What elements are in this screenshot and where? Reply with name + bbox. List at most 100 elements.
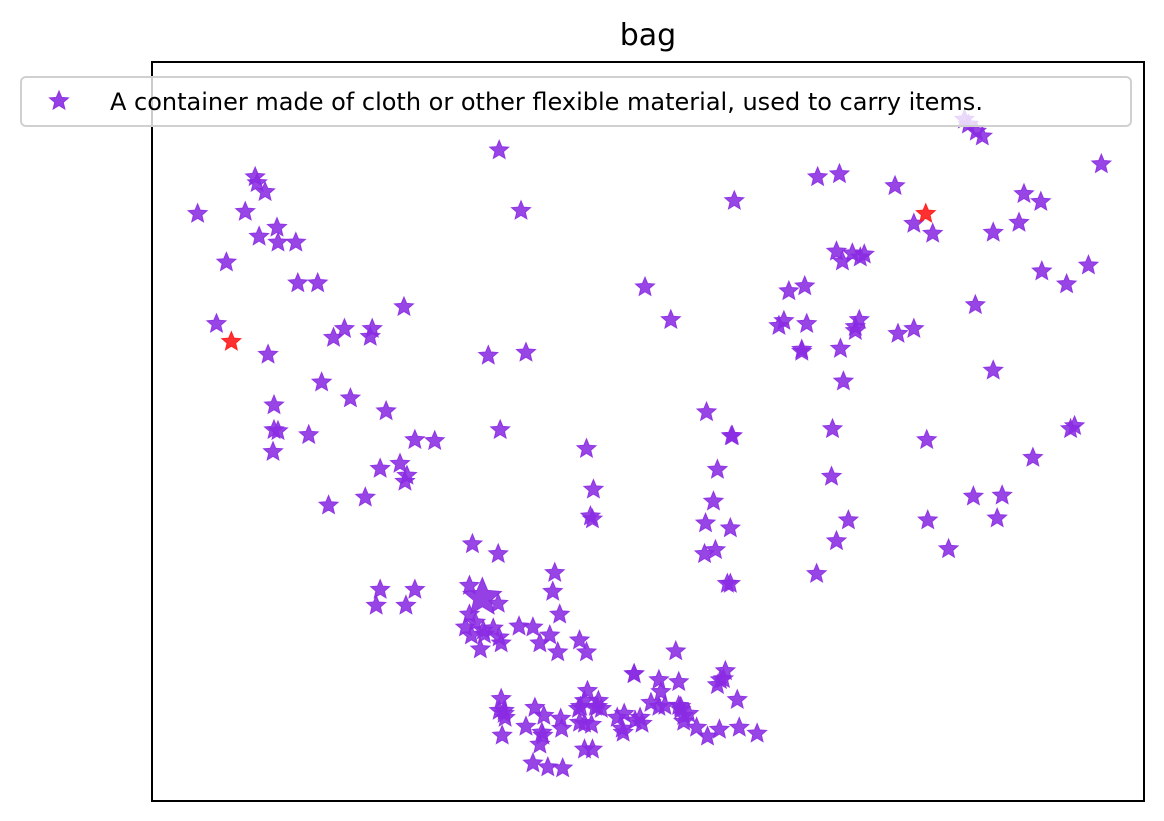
scatter-point xyxy=(821,417,844,439)
scatter-point xyxy=(515,715,537,736)
scatter-point xyxy=(1030,190,1052,212)
scatter-point xyxy=(806,165,829,187)
scatter-point xyxy=(267,231,289,252)
scatter-point xyxy=(461,532,484,554)
plot-frame xyxy=(151,61,1145,802)
scatter-point xyxy=(668,670,690,692)
scatter-point xyxy=(575,640,598,662)
scatter-point xyxy=(665,639,687,661)
scatter-point xyxy=(568,628,591,650)
scatter-point xyxy=(723,189,746,211)
scatter-point xyxy=(508,615,530,636)
scatter-point xyxy=(1055,272,1078,294)
scatter-point xyxy=(529,631,551,653)
scatter-point xyxy=(285,231,307,252)
scatter-point xyxy=(937,537,960,559)
scatter-point xyxy=(576,679,599,701)
scatter-point xyxy=(423,429,446,451)
scatter-point xyxy=(393,295,415,317)
scatter-point xyxy=(404,428,426,450)
scatter-point xyxy=(805,562,828,583)
scatter-point xyxy=(837,508,860,530)
scatter-point xyxy=(537,755,559,777)
scatter-point xyxy=(728,716,751,737)
scatter-point xyxy=(903,317,925,338)
scatter-point xyxy=(317,494,340,515)
scatter-point xyxy=(1008,211,1030,232)
scatter-point xyxy=(634,275,656,297)
scatter-point xyxy=(532,724,554,745)
scatter-point xyxy=(916,428,938,450)
scatter-point xyxy=(266,216,288,237)
scatter-point xyxy=(884,174,906,196)
scatter-point xyxy=(359,325,381,346)
scatter-point xyxy=(310,371,333,392)
scatter-point xyxy=(694,511,717,533)
scatter-point xyxy=(853,243,876,264)
scatter-point xyxy=(623,662,645,684)
scatter-point xyxy=(575,437,598,459)
scatter-point xyxy=(606,706,628,727)
scatter-point xyxy=(515,341,537,362)
scatter-point xyxy=(491,724,513,745)
scatter-point xyxy=(573,712,596,733)
scatter-point xyxy=(215,251,238,272)
scatter-point xyxy=(489,418,511,440)
scatter-point xyxy=(982,221,1004,242)
legend-box xyxy=(20,76,1132,127)
legend: A container made of cloth or other flexi… xyxy=(20,76,1132,127)
scatter-point xyxy=(631,712,653,733)
scatter-point xyxy=(254,180,276,202)
scatter-point xyxy=(487,542,509,564)
scatter-point xyxy=(395,594,417,615)
scatter-point xyxy=(454,616,477,637)
plot-points xyxy=(186,108,1113,778)
scatter-point xyxy=(695,400,718,422)
scatter-point xyxy=(248,225,270,246)
scatter-point xyxy=(287,271,309,293)
scatter-point xyxy=(522,752,544,773)
scatter-point xyxy=(477,344,500,365)
scatter-point xyxy=(550,717,573,738)
scatter-point xyxy=(333,317,356,338)
scatter-point xyxy=(1031,259,1053,281)
scatter-point xyxy=(991,484,1013,505)
scatter-point xyxy=(962,485,985,506)
legend-marker xyxy=(48,89,70,111)
scatter-point xyxy=(820,465,843,486)
scatter-point xyxy=(986,506,1008,528)
scatter-point xyxy=(831,250,854,271)
scatter-point xyxy=(186,202,209,223)
scatter-point xyxy=(581,507,604,529)
scatter-point xyxy=(706,458,729,479)
scatter-point xyxy=(693,542,716,564)
scatter-point xyxy=(551,756,574,778)
scatter-point xyxy=(848,308,871,330)
scatter-point xyxy=(567,697,590,718)
scatter-point xyxy=(257,343,279,364)
scatter-point xyxy=(546,640,569,662)
scatter-point xyxy=(648,668,670,690)
scatter-point xyxy=(712,667,735,689)
scatter-point xyxy=(297,423,320,445)
scatter-point xyxy=(394,470,416,491)
chart-title: bag xyxy=(620,18,676,53)
scatter-point xyxy=(587,689,610,710)
scatter-point xyxy=(1022,446,1044,467)
scatter-point xyxy=(469,637,492,659)
main-point xyxy=(462,576,503,615)
scatter-point xyxy=(375,399,397,421)
scatter-point xyxy=(263,393,285,415)
scatter-point xyxy=(791,340,813,361)
scatter-point xyxy=(205,312,228,334)
scatter-point xyxy=(719,572,742,593)
scatter-point xyxy=(389,452,411,473)
scatter-point xyxy=(829,337,852,358)
scatter-point xyxy=(267,419,289,441)
scatter-point xyxy=(825,529,848,551)
scatter-point xyxy=(339,386,362,408)
scatter-point xyxy=(921,222,944,243)
scatter-point xyxy=(510,199,532,220)
scatter-point xyxy=(544,561,566,582)
